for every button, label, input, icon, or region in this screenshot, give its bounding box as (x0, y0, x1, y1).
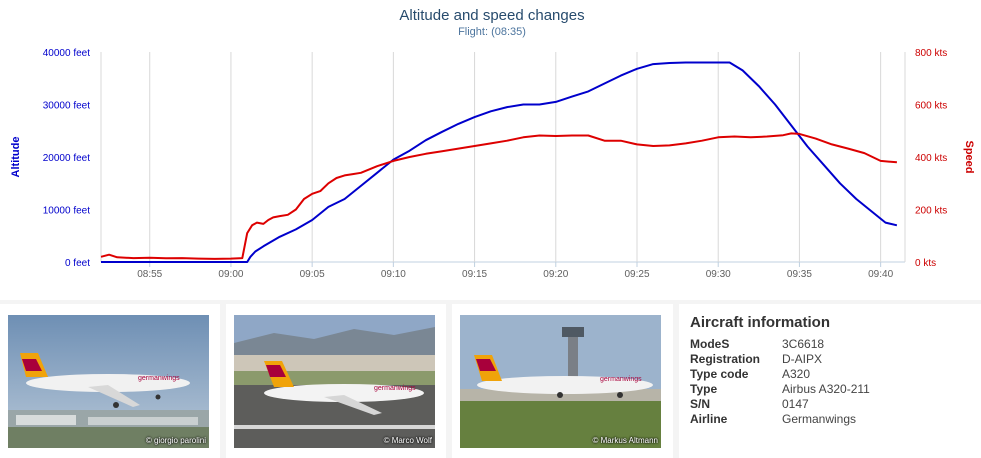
info-key: Type (690, 382, 718, 396)
info-row-registration: Registration D-AIPX (690, 352, 981, 367)
right-axis-ticks: 0 kts 200 kts 400 kts 600 kts 800 kts (915, 48, 947, 269)
info-value: 3C6618 (782, 337, 825, 351)
info-row-modes: ModeS 3C6618 (690, 337, 981, 352)
x-tick-label: 09:15 (462, 269, 487, 280)
info-row-serial: S/N 0147 (690, 397, 981, 412)
aircraft-info-title: Aircraft information (690, 314, 831, 331)
info-row-type: Type Airbus A320-211 (690, 382, 981, 397)
altitude-speed-chart: Altitude and speed changes Flight: (08:3… (10, 7, 975, 280)
x-tick-label: 09:30 (706, 269, 731, 280)
y-left-tick-label: 30000 feet (43, 101, 90, 112)
photo-card-2[interactable]: germanwings © Marco Wolf (226, 304, 446, 458)
info-value: D-AIPX (782, 352, 823, 366)
chart-title: Altitude and speed changes (399, 7, 584, 24)
x-tick-label: 09:10 (381, 269, 406, 280)
photo-credit-2: © Marco Wolf (383, 436, 432, 445)
series-layer (100, 61, 898, 263)
y-left-tick-label: 0 feet (65, 258, 90, 269)
svg-text:germanwings: germanwings (374, 385, 416, 392)
info-key: ModeS (690, 337, 730, 351)
y-right-tick-label: 600 kts (915, 101, 947, 112)
photo-card-1[interactable]: germanwings © giorgio parolini (0, 304, 220, 458)
info-strip: germanwings © giorgio parolini germanwin… (0, 300, 981, 458)
y-left-tick-label: 10000 feet (43, 206, 90, 217)
x-tick-label: 09:05 (300, 269, 325, 280)
info-key: Registration (690, 352, 761, 366)
aircraft-info-card: Aircraft information ModeS 3C6618 Regist… (679, 304, 981, 458)
left-axis-ticks: 0 feet 10000 feet 20000 feet 30000 feet 4000… (43, 48, 90, 269)
y-right-tick-label: 400 kts (915, 153, 947, 164)
chart-panel: Altitude and speed changes Flight: (08:3… (10, 7, 975, 280)
series-line-altitude (101, 61, 898, 263)
photo-card-3[interactable]: germanwings © Markus Altmann (452, 304, 673, 458)
grid (100, 52, 906, 267)
aircraft-photo-2[interactable]: germanwings © Marco Wolf (234, 315, 435, 448)
info-value: Airbus A320-211 (782, 382, 870, 396)
photo-credit-3: © Markus Altmann (592, 436, 658, 445)
info-row-type-code: Type code A320 (690, 367, 981, 382)
x-tick-label: 09:20 (543, 269, 568, 280)
y-right-tick-label: 800 kts (915, 48, 947, 59)
y-axis-left-label: Altitude (10, 137, 22, 178)
x-tick-label: 09:40 (868, 269, 893, 280)
aircraft-photo-1[interactable]: germanwings © giorgio parolini (8, 315, 209, 448)
info-key: Airline (690, 412, 728, 426)
y-right-tick-label: 200 kts (915, 206, 947, 217)
photo-credit-1: © giorgio parolini (145, 436, 206, 445)
info-value: Germanwings (782, 412, 857, 426)
y-axis-right-label: Speed (963, 140, 975, 173)
info-key: S/N (690, 397, 711, 411)
chart-subtitle: Flight: (08:35) (458, 26, 526, 38)
x-tick-label: 08:55 (137, 269, 162, 280)
x-tick-label: 09:35 (787, 269, 812, 280)
series-line-speed (100, 132, 897, 260)
x-axis-ticks: 08:55 09:00 09:05 09:10 09:15 09:20 09:25 09:30… (137, 269, 893, 280)
svg-text:germanwings: germanwings (600, 376, 642, 383)
info-key: Type code (690, 367, 749, 381)
svg-text:germanwings: germanwings (138, 375, 180, 382)
info-value: 0147 (782, 397, 809, 411)
aircraft-photo-3[interactable]: germanwings © Markus Altmann (460, 315, 661, 448)
info-value: A320 (782, 367, 811, 381)
x-tick-label: 09:25 (624, 269, 649, 280)
x-tick-label: 09:00 (218, 269, 243, 280)
y-right-tick-label: 0 kts (915, 258, 936, 269)
info-row-airline: Airline Germanwings (690, 412, 981, 427)
y-left-tick-label: 40000 feet (43, 48, 90, 59)
y-left-tick-label: 20000 feet (43, 153, 90, 164)
